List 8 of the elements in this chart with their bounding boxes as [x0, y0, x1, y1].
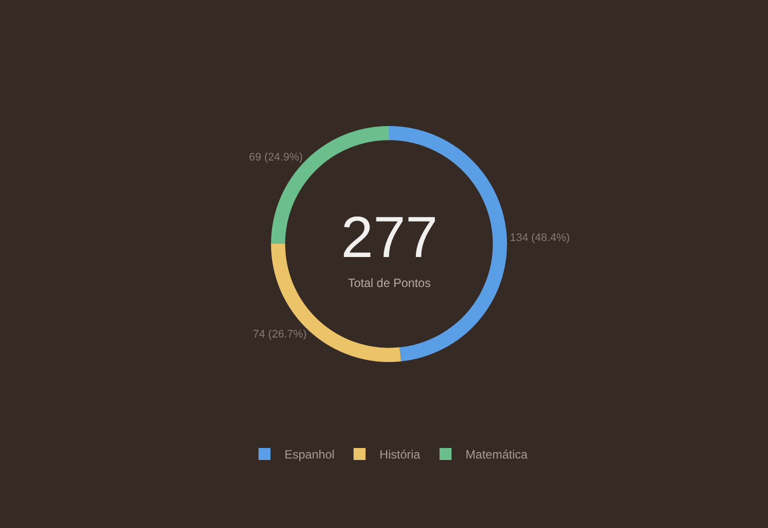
legend-label: Espanhol [284, 448, 335, 462]
text: 277 [341, 205, 438, 270]
data-label: 69 (24.9%) [248, 151, 303, 164]
legend-label: História [380, 448, 421, 462]
text: Total de Pontos [348, 276, 431, 290]
data-label: 134 (48.4%) [510, 232, 570, 244]
legend-label: Matemática [466, 448, 528, 462]
data-label: 74 (26.7%) [252, 328, 307, 341]
